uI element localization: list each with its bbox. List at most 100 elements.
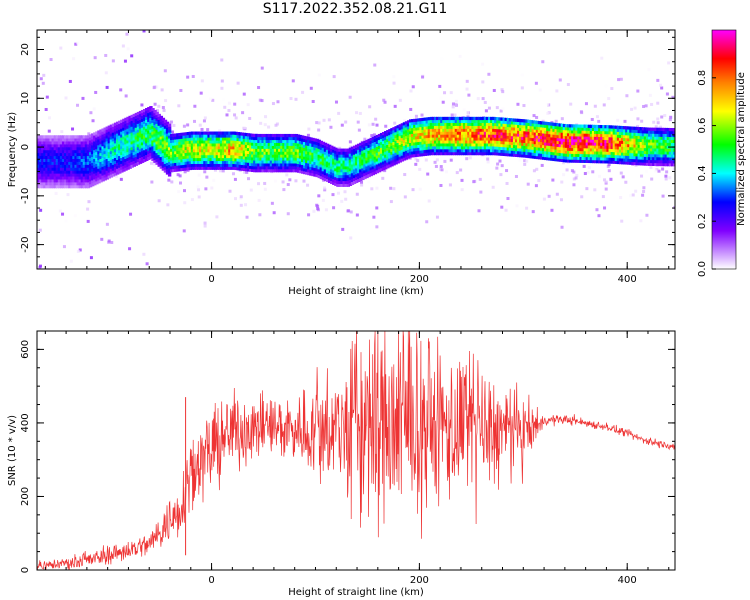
heatmap-cell — [286, 151, 290, 155]
heatmap-cell — [573, 141, 577, 146]
heatmap-speckle — [179, 88, 183, 92]
heatmap-cell — [294, 151, 299, 155]
heatmap-cell — [361, 165, 365, 169]
heatmap-cell — [465, 146, 469, 150]
heatmap-cell — [236, 152, 240, 156]
heatmap-cell — [203, 157, 207, 162]
heatmap-cell — [569, 153, 573, 157]
heatmap-cell — [332, 181, 336, 185]
heatmap-cell — [251, 160, 255, 164]
heatmap-cell — [126, 122, 130, 126]
heatmap-cell — [126, 146, 130, 150]
heatmap-cell — [43, 135, 47, 139]
heatmap-cell — [111, 158, 116, 162]
heatmap-cell — [346, 148, 351, 152]
heatmap-cell — [556, 149, 560, 153]
heatmap-cell — [325, 152, 330, 156]
heatmap-cell — [633, 156, 637, 160]
heatmap-speckle — [560, 225, 564, 229]
heatmap-cell — [637, 159, 641, 163]
heatmap-cell — [91, 133, 95, 137]
heatmap-speckle — [281, 180, 285, 184]
heatmap-cell — [350, 181, 355, 185]
heatmap-cell — [53, 155, 58, 160]
heatmap-cell — [259, 166, 263, 170]
heatmap-cell — [575, 153, 579, 157]
heatmap-cell — [271, 133, 276, 138]
heatmap-cell — [91, 147, 95, 152]
heatmap-speckle — [292, 130, 296, 134]
heatmap-cell — [625, 146, 629, 150]
heatmap-cell — [99, 144, 103, 148]
heatmap-cell — [278, 157, 282, 161]
heatmap-cell — [390, 151, 394, 155]
heatmap-cell — [620, 149, 625, 153]
heatmap-cell — [618, 152, 623, 156]
heatmap-speckle — [455, 171, 459, 175]
heatmap-speckle — [239, 195, 243, 199]
heatmap-cell — [140, 159, 145, 163]
heatmap-cell — [502, 149, 506, 154]
heatmap-cell — [290, 166, 294, 170]
heatmap-cell — [562, 141, 567, 145]
heatmap-cell — [88, 143, 93, 147]
heatmap-cell — [99, 170, 103, 174]
heatmap-cell — [381, 164, 386, 168]
heatmap-cell — [95, 140, 99, 144]
heatmap-cell — [525, 122, 529, 126]
heatmap-cell — [354, 147, 359, 151]
heatmap-cell — [161, 141, 166, 145]
heatmap-cell — [537, 153, 542, 157]
heatmap-cell — [384, 131, 388, 135]
heatmap-cell — [477, 137, 481, 141]
heatmap-speckle — [322, 178, 326, 182]
heatmap-cell — [377, 163, 382, 167]
heatmap-cell — [492, 116, 496, 121]
heatmap-cell — [76, 144, 80, 148]
heatmap-cell — [267, 166, 272, 170]
heatmap-speckle — [560, 117, 564, 121]
heatmap-speckle — [375, 186, 379, 190]
heatmap-cell — [359, 148, 363, 152]
heatmap-cell — [573, 147, 577, 152]
heatmap-cell — [307, 160, 311, 164]
heatmap-cell — [554, 131, 558, 135]
heatmap-cell — [109, 153, 114, 158]
heatmap-cell — [292, 169, 297, 173]
heatmap-cell — [620, 140, 625, 144]
heatmap-cell — [554, 143, 558, 147]
heatmap-cell — [354, 179, 359, 183]
heatmap-cell — [72, 144, 76, 148]
heatmap-cell — [367, 156, 371, 160]
heatmap-cell — [363, 164, 367, 168]
heatmap-cell — [637, 153, 641, 157]
heatmap-cell — [620, 146, 625, 150]
heatmap-speckle — [78, 248, 82, 252]
heatmap-cell — [404, 141, 409, 145]
heatmap-cell — [604, 151, 608, 155]
heatmap-cell — [431, 149, 436, 153]
heatmap-cell — [93, 141, 97, 145]
heatmap-cell — [446, 128, 450, 132]
heatmap-speckle — [532, 169, 536, 173]
heatmap-cell — [64, 182, 68, 186]
heatmap-cell — [82, 182, 87, 186]
heatmap-cell — [211, 157, 215, 162]
heatmap-cell — [448, 137, 452, 141]
heatmap-cell — [402, 136, 407, 141]
heatmap-cell — [186, 155, 191, 159]
heatmap-cell — [157, 160, 161, 164]
heatmap-cell — [417, 132, 421, 137]
heatmap-speckle — [629, 194, 633, 198]
heatmap-cell — [132, 163, 136, 167]
heatmap-cell — [236, 155, 240, 159]
heatmap-cell — [546, 151, 550, 155]
heatmap-cell — [107, 169, 112, 173]
heatmap-cell — [128, 115, 132, 120]
heatmap-cell — [421, 120, 425, 124]
heatmap-cell — [512, 121, 517, 125]
heatmap-cell — [142, 155, 147, 160]
heatmap-cell — [246, 156, 251, 160]
heatmap-cell — [37, 138, 41, 142]
heatmap-cell — [589, 133, 594, 137]
